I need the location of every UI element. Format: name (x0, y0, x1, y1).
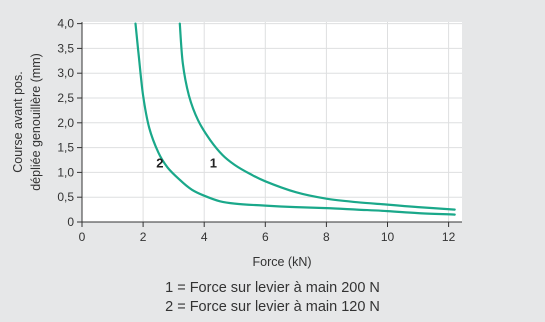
plot-area (82, 22, 462, 222)
y-tick-label: 0,5 (57, 190, 74, 204)
y-tick-label: 3,5 (57, 41, 74, 55)
y-axis-title-line-1: Course avant pos. (11, 71, 25, 172)
y-tick-label: 2,5 (57, 91, 74, 105)
series-line-2 (134, 22, 456, 216)
x-tick-label: 2 (140, 230, 147, 244)
x-tick-label: 8 (323, 230, 330, 244)
x-tick-label: 10 (381, 230, 395, 244)
x-tick-label: 6 (262, 230, 269, 244)
grid (82, 22, 462, 222)
curve-label-1: 1 (210, 155, 217, 170)
y-tick-label: 1,0 (57, 165, 74, 179)
legend-entry-2: 2 = Force sur levier à main 120 N (165, 299, 380, 315)
y-tick-label: 3,0 (57, 66, 74, 80)
y-tick-label: 2,0 (57, 116, 74, 130)
curves (134, 22, 456, 216)
x-axis-title: Force (kN) (252, 255, 311, 269)
x-tick-label: 4 (201, 230, 208, 244)
x-tick-label: 0 (79, 230, 86, 244)
y-tick-label: 0 (67, 215, 74, 229)
legend: 1 = Force sur levier à main 200 N 2 = Fo… (0, 279, 545, 317)
y-tick-label: 4,0 (57, 17, 74, 31)
axes (77, 22, 462, 227)
legend-entry-1: 1 = Force sur levier à main 200 N (165, 280, 380, 296)
x-tick-label: 12 (442, 230, 456, 244)
series-line-1 (178, 22, 456, 211)
curve-label-2: 2 (156, 155, 163, 170)
y-axis-title-line-2: dépliée genouillère (mm) (29, 53, 43, 191)
y-tick-label: 1,5 (57, 141, 74, 155)
y-axis-title: Course avant pos. dépliée genouillère (m… (11, 53, 43, 191)
